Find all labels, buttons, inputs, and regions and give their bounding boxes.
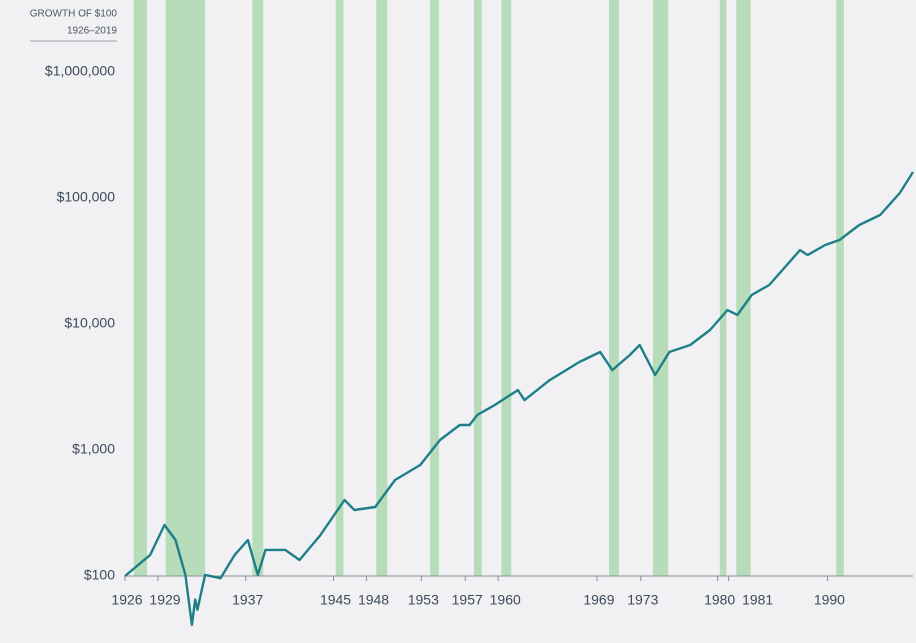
x-tick-label: 1981 (742, 592, 773, 608)
recession-band (719, 0, 727, 576)
recession-band (252, 0, 264, 576)
chart-subtitle: 1926–2019 (67, 26, 117, 37)
x-tick-label: 1937 (232, 592, 263, 608)
x-tick-label: 1948 (358, 592, 389, 608)
x-tick-label: 1929 (149, 592, 180, 608)
x-tick-label: 1960 (490, 592, 521, 608)
recession-band (474, 0, 482, 576)
x-tick-label: 1926 (111, 592, 142, 608)
x-tick-label: 1969 (583, 592, 614, 608)
y-tick-label: $1,000 (72, 441, 115, 457)
series-line (124, 171, 915, 626)
recession-band (608, 0, 619, 576)
recession-band (836, 0, 844, 576)
x-tick-label: 1980 (704, 592, 735, 608)
recession-band (133, 0, 147, 576)
x-tick-label: 1957 (452, 592, 483, 608)
recession-band (652, 0, 669, 576)
x-tick-label: 1953 (408, 592, 439, 608)
y-tick-label: $100 (84, 567, 115, 583)
x-tick-label: 1973 (627, 592, 658, 608)
recession-band (430, 0, 439, 576)
recession-band (165, 0, 206, 576)
x-tick-label: 1945 (320, 592, 351, 608)
recession-band (736, 0, 751, 576)
y-tick-label: $100,000 (57, 189, 116, 205)
recession-band (376, 0, 388, 576)
recession-band (335, 0, 344, 576)
chart-title: GROWTH OF $100 (30, 9, 118, 20)
y-tick-label: $10,000 (64, 315, 115, 331)
x-tick-label: 1990 (814, 592, 845, 608)
recession-band (501, 0, 512, 576)
y-tick-label: $1,000,000 (45, 63, 115, 79)
